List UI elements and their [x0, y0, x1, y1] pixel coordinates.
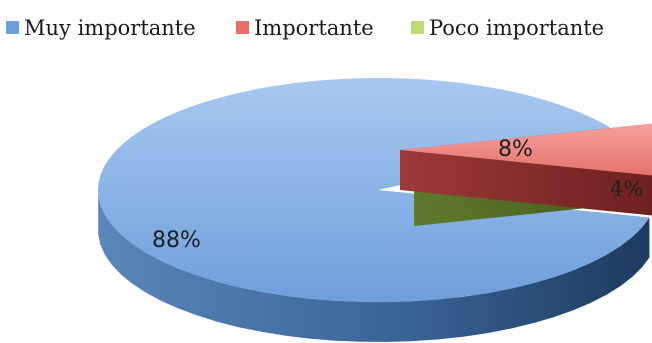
- slice-importante: [400, 123, 652, 216]
- slice-muy-importante-top: [98, 78, 650, 302]
- legend-swatch-poco-importante: [411, 21, 424, 34]
- legend-swatch-muy-importante: [6, 21, 19, 34]
- legend-item-importante: Importante: [236, 16, 374, 40]
- data-label-poco-importante: 4%: [610, 177, 643, 201]
- legend-label-poco-importante: Poco importante: [429, 16, 604, 40]
- legend-item-poco-importante: Poco importante: [411, 16, 604, 40]
- pie-slices: [98, 78, 652, 342]
- legend-label-importante: Importante: [254, 16, 374, 40]
- data-label-muy-importante: 88%: [152, 228, 201, 253]
- slice-importante-top: [400, 123, 652, 176]
- slice-muy-importante-side-0: [98, 194, 650, 342]
- legend: Muy importante Importante Poco important…: [6, 16, 604, 40]
- slice-muy-importante: [98, 78, 650, 342]
- data-label-importante: 8%: [498, 137, 533, 162]
- legend-label-muy-importante: Muy importante: [24, 16, 196, 40]
- data-labels: 88% 8% 4%: [152, 137, 643, 253]
- legend-swatch-importante: [236, 21, 249, 34]
- legend-item-muy-importante: Muy importante: [6, 16, 196, 40]
